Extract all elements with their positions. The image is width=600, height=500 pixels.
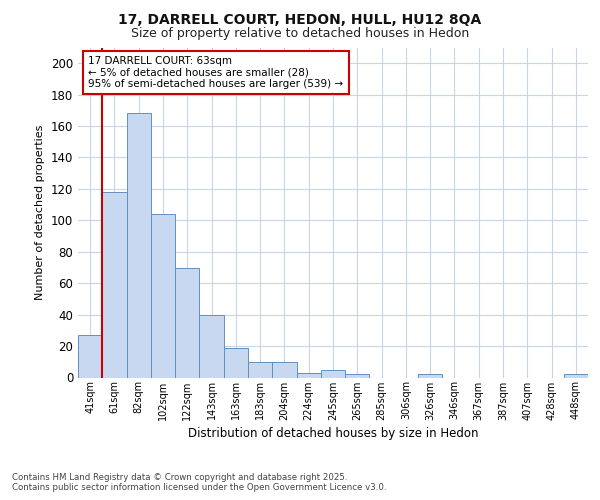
Bar (564, 374, 588, 378)
Bar (175, 268, 199, 378)
Text: Size of property relative to detached houses in Hedon: Size of property relative to detached ho… (131, 28, 469, 40)
Bar (418, 374, 442, 378)
Y-axis label: Number of detached properties: Number of detached properties (35, 125, 45, 300)
X-axis label: Distribution of detached houses by size in Hedon: Distribution of detached houses by size … (188, 426, 478, 440)
Bar (296, 373, 321, 378)
Bar (102, 192, 127, 378)
Bar (199, 314, 224, 378)
Bar (78, 335, 102, 378)
Text: Contains HM Land Registry data © Crown copyright and database right 2025.
Contai: Contains HM Land Registry data © Crown c… (12, 473, 386, 492)
Bar (224, 348, 248, 378)
Bar (345, 374, 370, 378)
Text: 17 DARRELL COURT: 63sqm
← 5% of detached houses are smaller (28)
95% of semi-det: 17 DARRELL COURT: 63sqm ← 5% of detached… (88, 56, 343, 89)
Bar (272, 362, 296, 378)
Bar (321, 370, 345, 378)
Text: 17, DARRELL COURT, HEDON, HULL, HU12 8QA: 17, DARRELL COURT, HEDON, HULL, HU12 8QA (118, 12, 482, 26)
Bar (248, 362, 272, 378)
Bar (127, 114, 151, 378)
Bar (151, 214, 175, 378)
